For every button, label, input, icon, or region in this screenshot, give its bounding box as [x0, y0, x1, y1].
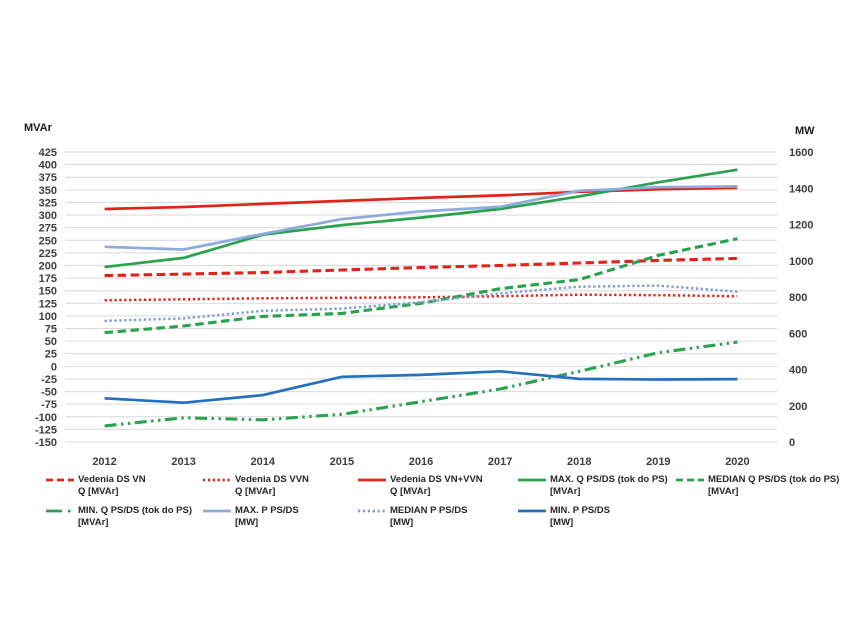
left-axis-unit-label: MVAr [24, 122, 52, 134]
svg-text:225: 225 [39, 248, 57, 260]
series-max-p-ps-ds [104, 185, 738, 251]
svg-text:200: 200 [39, 260, 57, 272]
svg-text:300: 300 [39, 210, 57, 222]
svg-text:1400: 1400 [789, 183, 813, 195]
svg-text:2016: 2016 [409, 456, 433, 468]
svg-text:2012: 2012 [92, 456, 116, 468]
svg-text:0: 0 [51, 361, 57, 373]
svg-text:-100: -100 [35, 412, 57, 424]
svg-text:2019: 2019 [646, 456, 670, 468]
svg-text:200: 200 [789, 401, 807, 413]
svg-text:1000: 1000 [789, 256, 813, 268]
svg-text:2014: 2014 [251, 456, 276, 468]
svg-text:2013: 2013 [171, 456, 195, 468]
svg-text:325: 325 [39, 197, 57, 209]
svg-text:25: 25 [45, 349, 57, 361]
right-axis-ticks: 1600 1400 1200 1000 800 600 400 200 0 [789, 147, 813, 449]
gridlines [65, 151, 777, 443]
svg-text:150: 150 [39, 286, 57, 298]
svg-text:350: 350 [39, 185, 57, 197]
svg-text:250: 250 [39, 235, 57, 247]
series-max-q-ps-ds [104, 168, 738, 269]
svg-text:425: 425 [39, 147, 57, 159]
svg-text:1200: 1200 [789, 220, 813, 232]
series-min-p-ps-ds [104, 369, 738, 405]
svg-text:2017: 2017 [488, 456, 512, 468]
svg-text:-50: -50 [41, 387, 57, 399]
series-vedenia-ds-vvn [104, 293, 738, 302]
svg-text:1600: 1600 [789, 147, 813, 159]
svg-text:2018: 2018 [567, 456, 591, 468]
svg-text:-150: -150 [35, 437, 57, 449]
svg-text:50: 50 [45, 336, 57, 348]
series-vedenia-ds-vn [104, 256, 738, 278]
series-vedenia-ds-vn-vvn [104, 186, 738, 211]
svg-text:-25: -25 [41, 374, 57, 386]
svg-text:-125: -125 [35, 424, 57, 436]
svg-text:0: 0 [789, 437, 795, 449]
svg-text:400: 400 [789, 365, 807, 377]
series-min-q-ps-ds [104, 340, 738, 428]
series-lines [104, 168, 738, 428]
x-axis-ticks: 2012 2013 2014 2015 2016 2017 2018 2019 2020 [92, 456, 749, 468]
svg-text:2020: 2020 [725, 456, 749, 468]
svg-text:-75: -75 [41, 399, 57, 411]
left-axis-ticks: 4254003753503253002752502252001751501251… [35, 147, 57, 449]
svg-text:75: 75 [45, 324, 57, 336]
svg-text:2015: 2015 [330, 456, 354, 468]
svg-text:100: 100 [39, 311, 57, 323]
svg-text:375: 375 [39, 172, 57, 184]
svg-text:175: 175 [39, 273, 57, 285]
svg-text:275: 275 [39, 223, 57, 235]
series-median-q-ps-ds [104, 237, 738, 335]
svg-text:125: 125 [39, 298, 57, 310]
svg-text:600: 600 [789, 328, 807, 340]
svg-text:800: 800 [789, 292, 807, 304]
right-axis-unit-label: MW [795, 125, 815, 137]
svg-text:400: 400 [39, 160, 57, 172]
